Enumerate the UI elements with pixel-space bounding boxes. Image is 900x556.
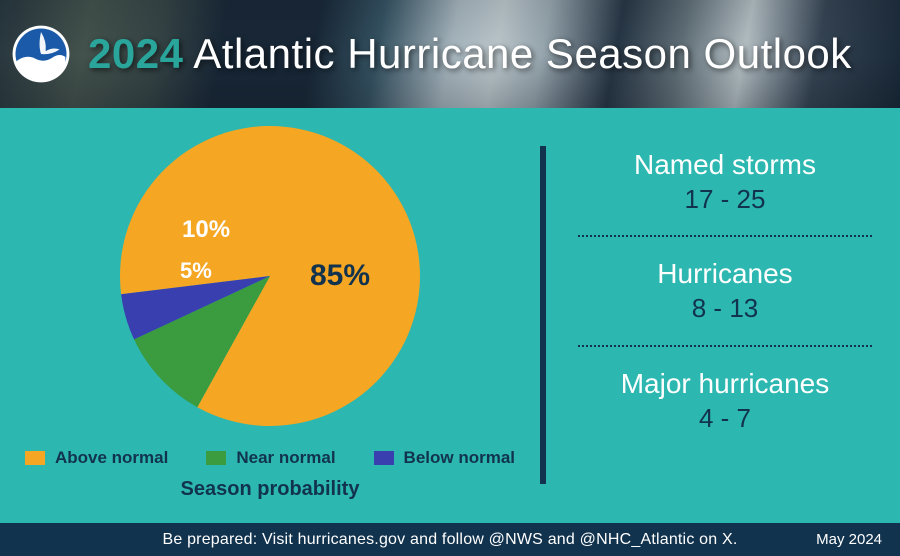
stat-value: 4 - 7 (578, 404, 872, 433)
pie-label-below: 5% (180, 260, 212, 282)
pie-chart: 85% 10% 5% (120, 126, 420, 426)
legend-swatch (206, 451, 226, 465)
stat-block: Hurricanes 8 - 13 (578, 259, 872, 322)
legend-item: Above normal (25, 448, 168, 468)
pie-legend: Above normal Near normal Below normal (0, 448, 540, 468)
stats-panel: Named storms 17 - 25 Hurricanes 8 - 13 Major… (546, 108, 900, 523)
pie-label-near: 10% (182, 218, 230, 242)
page-title: 2024 Atlantic Hurricane Season Outlook (88, 30, 852, 78)
main-body: 85% 10% 5% Above normal Near normal Below no… (0, 108, 900, 523)
footer-bar: Be prepared: Visit hurricanes.gov and fo… (0, 523, 900, 556)
chart-panel: 85% 10% 5% Above normal Near normal Below no… (0, 108, 540, 523)
legend-swatch (374, 451, 394, 465)
footer-date: May 2024 (816, 531, 882, 548)
stat-label: Hurricanes (578, 259, 872, 290)
stat-divider (578, 345, 872, 347)
legend-item: Near normal (206, 448, 335, 468)
legend-swatch (25, 451, 45, 465)
stat-block: Named storms 17 - 25 (578, 150, 872, 213)
legend-label: Near normal (236, 448, 335, 468)
title-year: 2024 (88, 30, 183, 77)
legend-item: Below normal (374, 448, 515, 468)
stat-value: 17 - 25 (578, 185, 872, 214)
chart-title: Season probability (181, 478, 360, 501)
stat-label: Major hurricanes (578, 369, 872, 400)
header-banner: 2024 Atlantic Hurricane Season Outlook (0, 0, 900, 108)
footer-text: Be prepared: Visit hurricanes.gov and fo… (162, 531, 737, 549)
noaa-logo-icon (12, 25, 70, 83)
title-rest: Atlantic Hurricane Season Outlook (193, 30, 852, 77)
legend-label: Below normal (404, 448, 515, 468)
stat-divider (578, 235, 872, 237)
stat-value: 8 - 13 (578, 294, 872, 323)
legend-label: Above normal (55, 448, 168, 468)
pie-label-above: 85% (310, 261, 370, 291)
stat-label: Named storms (578, 150, 872, 181)
stat-block: Major hurricanes 4 - 7 (578, 369, 872, 432)
